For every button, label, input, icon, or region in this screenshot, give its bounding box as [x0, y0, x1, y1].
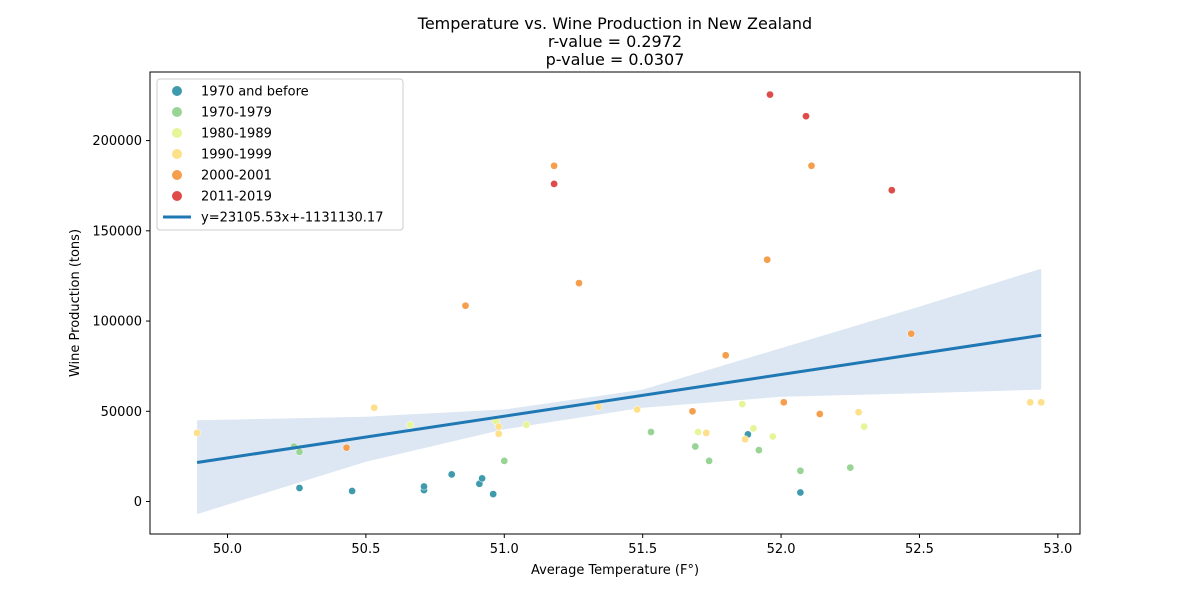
- legend-label-5: 2011-2019: [201, 190, 272, 205]
- data-point-series-5-1: [766, 90, 774, 99]
- y-axis-ticks: 0 50000 100000 150000 200000: [92, 134, 150, 510]
- data-point-series-4-10: [907, 329, 916, 338]
- data-point-series-4-8: [807, 161, 816, 170]
- legend-label-2: 1980-1989: [201, 127, 272, 142]
- x-tick-label-0: 50.0: [213, 542, 242, 557]
- data-point-series-3-8: [854, 408, 863, 417]
- legend-marker-4: [172, 170, 182, 180]
- data-point-series-4-3: [575, 279, 583, 287]
- legend-marker-1: [172, 107, 182, 117]
- data-point-series-3-2: [494, 422, 503, 431]
- y-tick-label-3: 150000: [92, 224, 142, 239]
- data-point-series-0-9: [796, 488, 805, 497]
- data-point-series-5-2: [802, 112, 810, 121]
- data-point-series-0-7: [489, 490, 498, 498]
- legend-marker-5: [172, 191, 182, 201]
- x-tick-label-4: 52.0: [767, 542, 796, 557]
- data-point-series-4-0: [342, 443, 351, 452]
- data-point-series-5-3: [887, 186, 896, 195]
- chart-title: Temperature vs. Wine Production in New Z…: [417, 14, 812, 33]
- data-point-series-4-1: [461, 301, 470, 310]
- legend-label-4: 2000-2001: [201, 169, 272, 184]
- regression-line-layer: [196, 333, 1042, 464]
- data-point-series-3-10: [1037, 398, 1046, 407]
- confidence-band: [197, 268, 1042, 515]
- data-point-series-1-1: [295, 448, 304, 456]
- data-point-series-4-4: [688, 407, 697, 416]
- data-point-series-5-0: [550, 180, 558, 188]
- y-tick-label-2: 100000: [92, 315, 142, 330]
- data-point-series-4-2: [550, 161, 558, 170]
- data-point-series-4-9: [815, 410, 824, 418]
- data-point-series-3-3: [494, 429, 503, 438]
- data-point-series-4-6: [763, 255, 772, 264]
- data-point-series-1-5: [705, 457, 713, 465]
- data-point-series-1-4: [691, 442, 700, 451]
- data-point-series-2-2: [522, 420, 531, 429]
- legend-marker-3: [172, 149, 182, 159]
- x-axis-ticks: 50.0 50.5 51.0 51.5 52.0 52.5 53.0: [213, 534, 1072, 557]
- x-tick-label-5: 52.5: [905, 542, 934, 557]
- chart-subtitle-r-value: r-value = 0.2972: [548, 32, 682, 51]
- x-axis-label: Average Temperature (F°): [531, 563, 699, 578]
- y-tick-label-1: 50000: [101, 405, 142, 420]
- legend-label-0: 1970 and before: [201, 85, 309, 100]
- data-point-series-0-6: [478, 474, 486, 483]
- data-point-series-4-7: [779, 398, 788, 407]
- data-point-series-2-4: [738, 400, 747, 408]
- data-point-series-0-0: [295, 484, 304, 492]
- data-point-series-2-0: [406, 420, 415, 429]
- data-point-series-1-8: [846, 463, 855, 472]
- legend-label-regression: y=23105.53x+-1131130.17: [201, 211, 383, 226]
- data-point-series-1-2: [500, 457, 509, 465]
- legend-label-3: 1990-1999: [201, 148, 272, 163]
- legend-marker-0: [172, 86, 182, 96]
- data-point-series-3-1: [370, 403, 379, 412]
- data-point-series-0-1: [348, 487, 356, 495]
- y-axis-label: Wine Production (tons): [68, 229, 83, 377]
- data-point-series-2-6: [768, 432, 777, 441]
- data-point-series-2-5: [749, 424, 758, 433]
- x-tick-label-1: 50.5: [351, 542, 380, 557]
- confidence-band-layer: [197, 268, 1042, 515]
- regression-line: [196, 333, 1042, 464]
- data-point-series-3-7: [741, 435, 749, 444]
- y-tick-label-0: 0: [134, 495, 142, 510]
- data-point-series-1-6: [755, 446, 763, 454]
- x-tick-label-6: 53.0: [1043, 542, 1072, 557]
- legend-label-1: 1970-1979: [201, 106, 272, 121]
- data-point-series-0-3: [420, 482, 428, 491]
- data-point-series-3-6: [702, 429, 711, 437]
- x-tick-label-2: 51.0: [490, 542, 519, 557]
- data-point-series-2-3: [694, 428, 702, 436]
- data-point-series-3-4: [594, 402, 603, 411]
- data-point-series-2-7: [860, 422, 868, 431]
- data-point-series-4-5: [721, 351, 730, 360]
- data-point-series-1-7: [796, 466, 805, 475]
- chart-subtitle-p-value: p-value = 0.0307: [546, 50, 685, 69]
- data-point-series-1-3: [647, 428, 655, 436]
- x-tick-label-3: 51.5: [628, 542, 657, 557]
- legend: 1970 and before 1970-1979 1980-1989 1990-19…: [156, 78, 404, 231]
- data-point-series-3-0: [193, 429, 201, 437]
- data-points-layer: [193, 90, 1046, 498]
- y-tick-label-4: 200000: [92, 134, 142, 149]
- data-point-series-3-9: [1026, 398, 1035, 407]
- plot-area-frame: [149, 71, 1081, 535]
- data-point-series-3-5: [633, 405, 641, 414]
- data-point-series-0-4: [447, 470, 456, 479]
- legend-marker-2: [172, 128, 182, 138]
- legend-box: [156, 78, 404, 231]
